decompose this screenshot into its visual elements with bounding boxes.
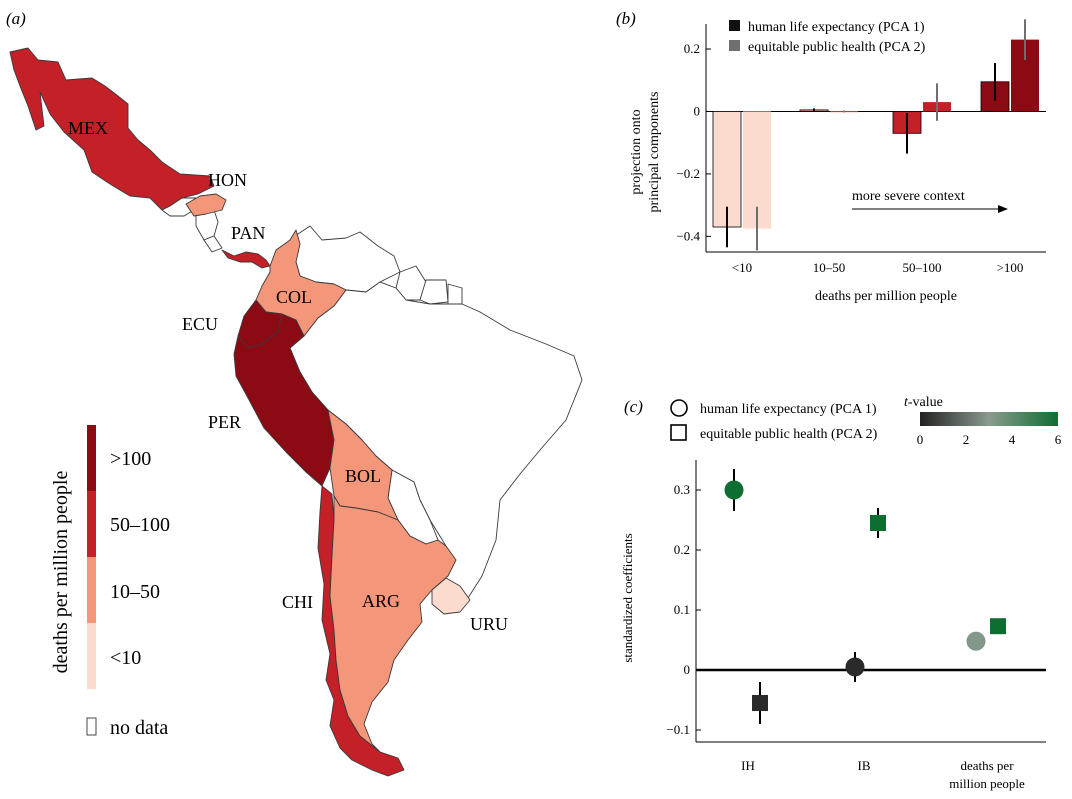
scatter-point-pca2 — [752, 695, 768, 711]
legend-swatch-gt100 — [87, 425, 96, 491]
country-mex — [9, 47, 215, 211]
legend-label-50-100: 50–100 — [110, 514, 170, 536]
map-panel: (a) MEX HON PAN COL — [6, 9, 583, 777]
legend-swatch-nodata — [86, 717, 97, 736]
map-legend-title: deaths per million people — [50, 471, 72, 674]
legend-swatch-10-50 — [87, 557, 96, 623]
scatter-xtick-label: million people — [949, 776, 1025, 791]
bar-xtick-label: 50–100 — [903, 260, 942, 275]
scatter-point-pca2 — [870, 515, 886, 531]
country-arg — [329, 495, 457, 753]
legend-circle-marker — [670, 399, 688, 417]
colorbar-tick-label: 0 — [917, 432, 924, 447]
scatter-point-pca2 — [990, 618, 1006, 635]
colorbar-tick-label: 4 — [1009, 432, 1016, 447]
legend-square-marker — [670, 424, 687, 441]
bar-legend-swatch-pca2 — [729, 40, 740, 51]
country-label-per: PER — [208, 412, 241, 432]
bar-annotation: more severe context — [852, 189, 965, 204]
panel-label-b: (b) — [616, 9, 636, 28]
country-uru — [431, 577, 471, 615]
country-label-uru: URU — [470, 614, 508, 634]
bar-annotation-arrow — [852, 205, 1008, 213]
country-guf — [447, 283, 463, 305]
country-sur — [419, 279, 449, 305]
colorbar-tick-label: 6 — [1055, 432, 1062, 447]
scatter-xtick-label: IB — [858, 758, 871, 773]
scatter-ytick-label: 0.2 — [674, 542, 690, 557]
country-label-col: COL — [276, 287, 312, 307]
scatter-point-pca1 — [966, 631, 986, 651]
scatter-ytick-label: −0.1 — [666, 722, 690, 737]
country-label-chi: CHI — [282, 592, 313, 612]
country-label-mex: MEX — [68, 118, 108, 138]
map-legend: deaths per million people >100 50–100 10… — [50, 425, 170, 739]
scatter-xtick-label: IH — [741, 758, 755, 773]
bar-legend: human life expectancy (PCA 1) equitable … — [729, 20, 926, 55]
colorbar-gradient — [920, 412, 1058, 426]
legend-swatch-lt10 — [87, 623, 96, 689]
bar-legend-swatch-pca1 — [729, 20, 740, 31]
legend-label-10-50: 10–50 — [110, 581, 160, 603]
scatter-ytick-label: 0.3 — [674, 482, 690, 497]
country-cri — [203, 235, 223, 253]
country-hon — [185, 193, 227, 217]
scatter-point-pca1 — [724, 480, 744, 500]
scatter-chart-panel: (c) human life expectancy (PCA 1) equita… — [620, 395, 1062, 791]
legend-label-gt100: >100 — [110, 448, 151, 470]
country-label-pan: PAN — [231, 223, 265, 243]
scatter-point-pca1 — [845, 657, 865, 677]
bar-ytick-label: −0.4 — [676, 228, 700, 243]
colorbar-title: t-value — [904, 395, 943, 410]
legend-swatch-50-100 — [87, 491, 96, 557]
bar-xtick-label: >100 — [997, 260, 1024, 275]
scatter-legend-label-pca1: human life expectancy (PCA 1) — [700, 402, 877, 417]
scatter-ytick-label: 0.1 — [674, 602, 690, 617]
panel-label-a: (a) — [6, 9, 26, 28]
scatter-legend-label-pca2: equitable public health (PCA 2) — [700, 427, 878, 442]
panel-label-c: (c) — [624, 397, 643, 416]
bar-xtick-label: <10 — [732, 260, 752, 275]
bar-ytick-label: −0.2 — [676, 166, 700, 181]
bar-chart-panel: (b) human life expectancy (PCA 1) equita… — [616, 9, 1046, 304]
bar-legend-label-pca2: equitable public health (PCA 2) — [748, 40, 926, 55]
scatter-xtick-label: deaths per — [960, 758, 1014, 773]
country-label-hon: HON — [208, 170, 247, 190]
tvalue-colorbar: t-value — [904, 395, 1058, 426]
bar-legend-label-pca1: human life expectancy (PCA 1) — [748, 20, 925, 35]
country-label-ecu: ECU — [182, 314, 218, 334]
scatter-ytick-label: 0 — [684, 662, 691, 677]
colorbar-tick-label: 2 — [963, 432, 970, 447]
bar-ylabel-line2: principal components — [647, 92, 662, 213]
country-label-bol: BOL — [345, 466, 381, 486]
bar-ytick-label: 0 — [694, 103, 701, 118]
scatter-legend: human life expectancy (PCA 1) equitable … — [670, 399, 878, 442]
country-pan — [221, 249, 271, 269]
bar-xlabel: deaths per million people — [815, 289, 957, 304]
country-label-arg: ARG — [362, 591, 400, 611]
bar-ylabel-line1: projection onto — [629, 109, 644, 194]
bar-xtick-label: 10–50 — [813, 260, 846, 275]
legend-label-lt10: <10 — [110, 647, 141, 669]
legend-label-nodata: no data — [110, 717, 168, 739]
bar-ytick-label: 0.2 — [684, 41, 700, 56]
scatter-ylabel: standardized coefficients — [620, 533, 635, 662]
